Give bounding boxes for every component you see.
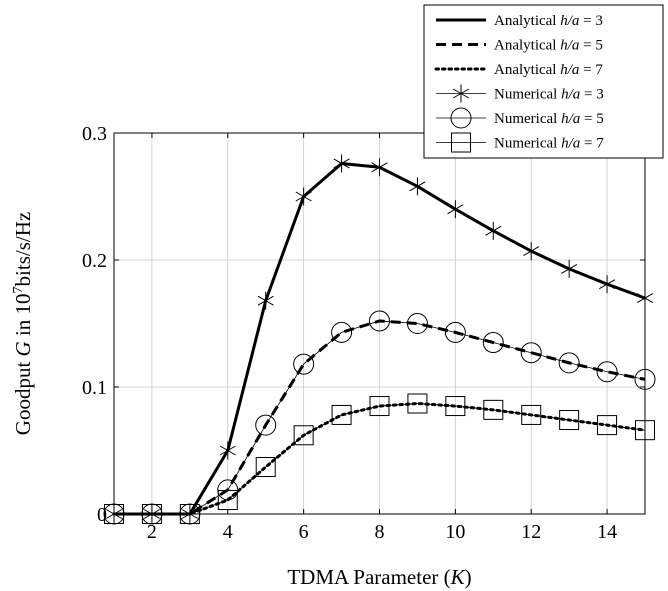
legend-label-prefix: Analytical xyxy=(494,13,560,29)
legend-entry: Analytical h/a = 3 xyxy=(436,13,603,29)
star-marker xyxy=(447,200,464,219)
star-marker xyxy=(295,187,312,206)
circle-marker xyxy=(634,368,656,390)
star-marker xyxy=(523,242,540,261)
legend-label: Analytical h/a = 3 xyxy=(494,13,603,29)
circle-marker xyxy=(482,332,504,354)
legend-label-suffix: = 3 xyxy=(579,13,602,29)
y-tick-label: 0 xyxy=(97,504,107,526)
legend-label-prefix: Numerical xyxy=(494,111,561,127)
legend-label-prefix: Analytical xyxy=(494,38,560,54)
legend-label-var: h/a xyxy=(560,13,579,29)
circle-marker xyxy=(331,321,353,343)
legend-entry: Numerical h/a = 7 xyxy=(436,132,604,153)
x-tick-label: 10 xyxy=(445,521,465,543)
star-marker xyxy=(105,505,123,523)
legend-label-suffix: = 5 xyxy=(579,38,602,54)
star-marker xyxy=(371,158,388,177)
square-marker xyxy=(141,504,162,524)
legend-label: Analytical h/a = 5 xyxy=(494,38,603,54)
square-marker xyxy=(331,404,352,425)
circle-marker xyxy=(596,361,618,383)
legend-label-var: h/a xyxy=(561,87,580,103)
legend-label: Numerical h/a = 7 xyxy=(494,136,604,152)
y-tick-label: 0.2 xyxy=(82,250,107,272)
star-marker xyxy=(219,441,236,460)
series-line-4 xyxy=(114,320,646,515)
circle-marker xyxy=(520,342,542,364)
star-marker xyxy=(485,221,502,240)
square-marker xyxy=(293,425,314,446)
x-tick-label: 12 xyxy=(521,521,541,543)
circle-marker xyxy=(293,353,315,375)
legend-label-prefix: Numerical xyxy=(494,87,561,103)
square-marker xyxy=(217,490,238,511)
legend-entry: Analytical h/a = 7 xyxy=(434,62,603,78)
series-line-5 xyxy=(114,403,646,515)
legend-star-marker xyxy=(452,84,470,103)
y-tick-label: 0.1 xyxy=(82,377,107,399)
star-marker xyxy=(257,291,274,310)
star-marker xyxy=(409,177,426,196)
star-marker xyxy=(599,275,616,294)
square-marker xyxy=(104,504,124,524)
legend-square-marker xyxy=(451,132,471,153)
legend-label-var: h/a xyxy=(560,38,579,54)
circle-marker xyxy=(255,414,277,436)
square-marker xyxy=(521,404,542,425)
legend-label-suffix: = 7 xyxy=(580,136,604,152)
legend-label: Analytical h/a = 7 xyxy=(494,62,603,78)
legend-label-suffix: = 5 xyxy=(580,111,603,127)
star-marker xyxy=(333,154,350,173)
legend-entry: Analytical h/a = 5 xyxy=(436,38,603,54)
square-marker xyxy=(369,396,390,417)
square-marker xyxy=(255,457,276,478)
square-marker xyxy=(635,420,655,441)
x-tick-label: 6 xyxy=(299,521,309,543)
y-axis-title: Goodput G in 107bits/s/Hz xyxy=(11,212,35,435)
square-marker xyxy=(483,399,504,420)
x-tick-label: 2 xyxy=(147,521,157,543)
star-marker xyxy=(561,259,578,278)
square-marker xyxy=(597,415,618,436)
circle-marker xyxy=(558,352,580,374)
x-tick-label: 14 xyxy=(597,521,617,543)
legend-label-var: h/a xyxy=(561,111,580,127)
series-markers xyxy=(103,154,656,525)
circle-marker xyxy=(444,321,466,343)
x-axis-title: TDMA Parameter (K) xyxy=(287,565,471,589)
legend-label-suffix: = 3 xyxy=(580,87,603,103)
axis-ticks: 2 4 6 8 10 12 14 0 0.1 0.2 0.3 xyxy=(82,123,645,543)
legend-label-var: h/a xyxy=(561,136,580,152)
legend-entry: Numerical h/a = 5 xyxy=(436,107,604,129)
legend-label: Numerical h/a = 5 xyxy=(494,111,604,127)
star-marker xyxy=(181,505,198,523)
x-tick-label: 8 xyxy=(375,521,385,543)
star-marker xyxy=(143,505,160,523)
legend-label-prefix: Analytical xyxy=(494,62,560,78)
legend-label-var: h/a xyxy=(560,62,579,78)
circle-marker xyxy=(217,479,239,501)
legend-circle-marker xyxy=(450,107,472,129)
square-marker xyxy=(445,396,466,417)
legend-label-suffix: = 7 xyxy=(579,62,603,78)
square-marker xyxy=(179,504,200,524)
star-marker xyxy=(636,289,654,308)
legend-label-prefix: Numerical xyxy=(494,136,561,152)
legend-label: Numerical h/a = 3 xyxy=(494,87,604,103)
square-marker xyxy=(559,410,580,431)
y-tick-label: 0.3 xyxy=(82,123,107,145)
circle-marker xyxy=(406,313,428,334)
grid xyxy=(114,132,645,515)
x-tick-label: 4 xyxy=(223,521,233,543)
square-marker xyxy=(407,393,428,414)
circle-marker xyxy=(369,310,390,332)
legend-entry: Numerical h/a = 3 xyxy=(436,84,604,103)
